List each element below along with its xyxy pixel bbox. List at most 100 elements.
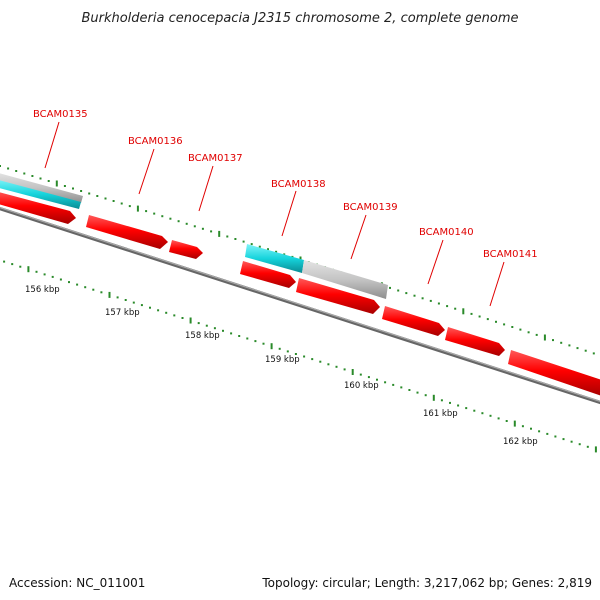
- major-tick: [189, 317, 192, 324]
- minor-tick: [15, 170, 18, 172]
- minor-tick: [408, 389, 411, 391]
- minor-tick: [546, 432, 549, 435]
- minor-tick: [275, 250, 278, 253]
- major-tick: [270, 343, 273, 350]
- gene-label: BCAM0139: [343, 202, 398, 213]
- minor-tick: [145, 210, 148, 213]
- minor-tick: [473, 409, 476, 412]
- minor-tick: [173, 314, 176, 317]
- minor-tick: [3, 260, 6, 263]
- minor-tick: [76, 283, 79, 286]
- major-tick: [432, 394, 435, 401]
- minor-tick: [205, 324, 208, 327]
- minor-tick: [177, 220, 180, 223]
- minor-tick: [43, 273, 46, 276]
- minor-tick: [286, 350, 289, 353]
- major-tick: [27, 266, 30, 273]
- gene-label: BCAM0137: [188, 153, 243, 164]
- minor-tick: [96, 195, 99, 197]
- minor-tick: [47, 180, 50, 182]
- gene-arrow: [240, 261, 296, 288]
- minor-tick: [72, 187, 74, 190]
- gene-arrow: [0, 192, 76, 224]
- minor-tick: [503, 323, 506, 326]
- minor-tick: [530, 427, 532, 430]
- minor-tick: [254, 340, 257, 343]
- minor-tick: [226, 235, 229, 238]
- minor-tick: [120, 202, 123, 205]
- label-leaders: [44, 121, 505, 307]
- minor-tick: [128, 205, 131, 208]
- minor-tick: [552, 339, 554, 342]
- minor-tick: [424, 394, 427, 397]
- major-tick: [136, 205, 139, 212]
- gene-label: BCAM0135: [33, 109, 88, 120]
- minor-tick: [92, 288, 95, 291]
- minor-tick: [84, 286, 87, 289]
- feature-track: [0, 173, 388, 299]
- map-title: Burkholderia cenocepacia J2315 chromosom…: [81, 11, 518, 26]
- gene-label: BCAM0136: [128, 136, 183, 147]
- minor-tick: [416, 391, 419, 394]
- major-tick: [108, 291, 111, 298]
- minor-tick: [31, 175, 34, 177]
- minor-tick: [486, 318, 489, 321]
- accession-text: Accession: NC_011001: [9, 576, 146, 590]
- genome-summary-text: Topology: circular; Length: 3,217,062 bp…: [262, 576, 592, 590]
- minor-tick: [181, 317, 184, 319]
- minor-tick: [481, 412, 484, 415]
- minor-tick: [335, 365, 338, 368]
- minor-tick: [283, 253, 286, 256]
- minor-tick: [592, 352, 595, 355]
- minor-tick: [576, 347, 579, 350]
- minor-tick: [132, 301, 135, 304]
- minor-tick: [511, 326, 514, 328]
- gene-arrow: [382, 306, 445, 336]
- minor-tick: [578, 443, 581, 446]
- minor-tick: [185, 222, 188, 225]
- minor-tick: [161, 215, 164, 218]
- minor-tick: [405, 292, 408, 295]
- tick-label: 161 kbp: [423, 409, 458, 419]
- minor-tick: [19, 265, 22, 268]
- minor-tick: [197, 322, 200, 325]
- minor-tick: [521, 425, 524, 428]
- minor-tick: [437, 302, 440, 305]
- minor-tick: [535, 333, 538, 336]
- minor-tick: [88, 192, 91, 195]
- minor-tick: [193, 225, 196, 228]
- minor-tick: [568, 344, 571, 347]
- minor-tick: [429, 299, 432, 302]
- tick-label: 158 kbp: [185, 331, 220, 341]
- minor-tick: [112, 200, 115, 202]
- minor-tick: [319, 360, 322, 363]
- gene-label: BCAM0140: [419, 227, 474, 238]
- minor-tick: [327, 363, 330, 366]
- gene-arrow: [169, 240, 203, 259]
- minor-tick: [51, 275, 54, 278]
- gene-label: BCAM0138: [271, 179, 326, 190]
- minor-tick: [343, 368, 346, 371]
- minor-tick: [201, 227, 204, 230]
- minor-tick: [140, 304, 143, 307]
- minor-tick: [400, 386, 403, 389]
- gray-feature: [302, 260, 388, 299]
- major-tick: [55, 180, 58, 187]
- minor-tick: [554, 435, 557, 438]
- minor-tick: [294, 353, 297, 355]
- minor-tick: [238, 335, 241, 337]
- gene-arrow: [508, 350, 600, 396]
- tick-label: 160 kbp: [344, 381, 379, 391]
- minor-tick: [246, 337, 249, 340]
- minor-tick: [397, 289, 400, 292]
- minor-tick: [389, 286, 391, 289]
- minor-tick: [586, 445, 589, 448]
- major-tick: [218, 230, 221, 237]
- minor-tick: [59, 278, 62, 281]
- minor-tick: [562, 438, 565, 441]
- minor-tick: [465, 407, 468, 410]
- minor-tick: [100, 291, 103, 294]
- minor-tick: [495, 320, 497, 323]
- minor-tick: [449, 401, 451, 404]
- major-tick: [543, 334, 546, 341]
